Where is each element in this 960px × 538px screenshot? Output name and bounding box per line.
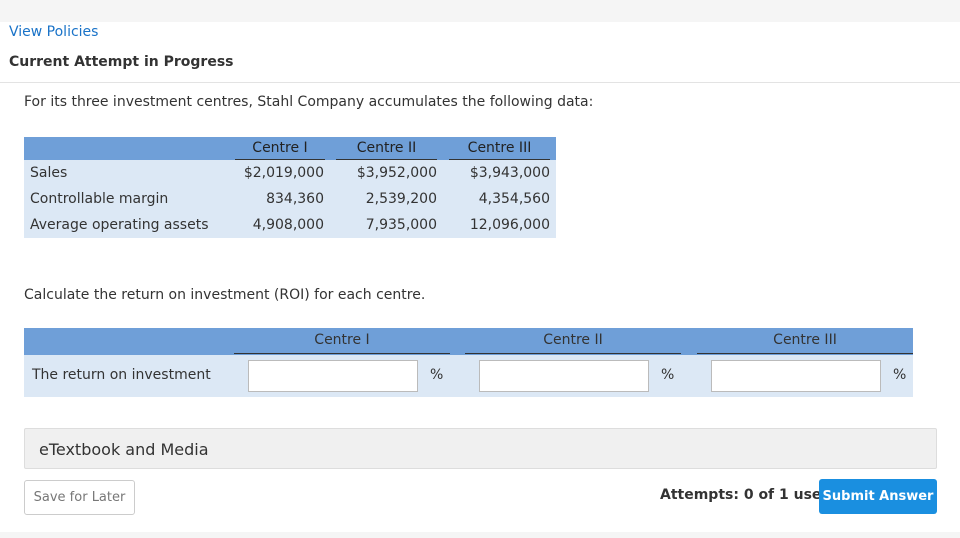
cell-label: Average operating assets: [24, 212, 230, 238]
attempts: Attempts: 0 of 1 used: [660, 487, 832, 503]
col-header: Centre I: [230, 137, 330, 160]
status: Current Attempt in Progress: [9, 54, 234, 70]
cell-number: 7,935,000: [330, 212, 443, 238]
data-table: Centre I Centre II Centre III Sales $2,01…: [24, 137, 556, 238]
cell-number: 834,360: [230, 186, 330, 212]
table-row: Sales $2,019,000 $3,952,000 $3,943,000: [24, 160, 556, 186]
answer-table: The return on investment Centre I% Centre…: [24, 328, 913, 397]
row-label: The return on investment: [32, 367, 211, 383]
table-body: Sales $2,019,000 $3,952,000 $3,943,000 Contr…: [24, 160, 556, 238]
answer-col-header: Centre III: [697, 328, 913, 354]
col-header: Centre III: [443, 137, 556, 160]
table-row: Average operating assets 4,908,000 7,935,0…: [24, 212, 556, 238]
answer-header: [24, 328, 913, 355]
prompt: For its three investment centres, Stahl …: [24, 94, 594, 110]
divider: [0, 82, 960, 83]
etextbook-panel[interactable]: eTextbook and Media: [24, 428, 937, 469]
unit-label: %: [661, 367, 675, 383]
col-label: Centre I: [235, 137, 325, 160]
table-row: Controllable margin 834,360 2,539,200 4,354…: [24, 186, 556, 212]
unit-label: %: [893, 367, 907, 383]
cell-number: 4,354,560: [443, 186, 556, 212]
col-label: Centre II: [335, 137, 438, 160]
answer-col-header: Centre I: [234, 328, 450, 354]
answer-input[interactable]: [248, 360, 418, 392]
answer-input[interactable]: [479, 360, 649, 392]
answer-col-header: Centre II: [465, 328, 681, 354]
view-policies-link[interactable]: View Policies: [9, 24, 99, 40]
cell-number: $3,943,000: [443, 160, 556, 186]
col-label: Centre III: [448, 137, 551, 160]
submit-button[interactable]: Submit Answer: [819, 479, 937, 514]
etextbook-label: eTextbook and Media: [39, 440, 209, 459]
cell-number: 4,908,000: [230, 212, 330, 238]
unit-label: %: [430, 367, 444, 383]
cell-label: Sales: [24, 160, 230, 186]
col-header: Centre II: [330, 137, 443, 160]
cell-number: $2,019,000: [230, 160, 330, 186]
instruction: Calculate the return on investment (ROI)…: [24, 287, 426, 303]
cell-number: 12,096,000: [443, 212, 556, 238]
cell-number: $3,952,000: [330, 160, 443, 186]
cell-number: 2,539,200: [330, 186, 443, 212]
save-button[interactable]: Save for Later: [24, 480, 135, 515]
corner: [24, 137, 230, 160]
cell-label: Controllable margin: [24, 186, 230, 212]
answer-input[interactable]: [711, 360, 881, 392]
